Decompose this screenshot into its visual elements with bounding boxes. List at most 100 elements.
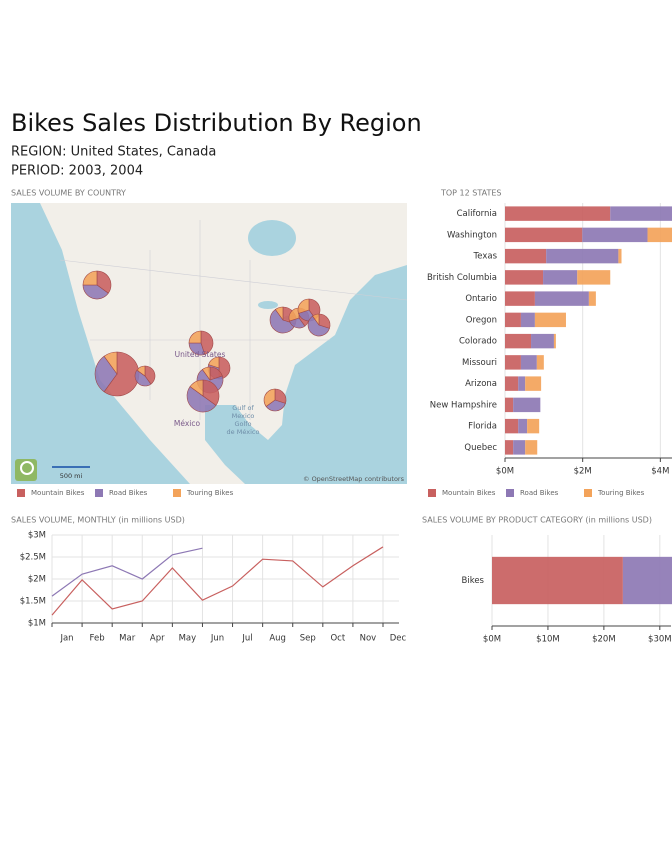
legend-swatch: [17, 489, 25, 497]
map-label: Mexico: [232, 412, 255, 420]
y-tick-label: British Columbia: [427, 273, 497, 283]
legend-label: Touring Bikes: [186, 489, 234, 497]
y-tick-label: Missouri: [462, 358, 497, 368]
bar-segment: [610, 206, 672, 221]
line-series: [51, 547, 203, 597]
legend-label: Touring Bikes: [597, 489, 645, 497]
bar-segment: [520, 312, 535, 328]
bar-segment: [513, 397, 541, 413]
bar-segment: [546, 248, 619, 264]
map-label: Gulf of: [232, 404, 254, 412]
period: PERIOD: 2003, 2004: [11, 164, 143, 179]
y-tick-label: Ontario: [465, 294, 497, 304]
y-tick-label: Arizona: [465, 379, 497, 389]
y-tick-label: $3M: [28, 531, 46, 541]
y-tick-label: Quebec: [464, 443, 497, 453]
legend-swatch: [173, 489, 181, 497]
line-series: [51, 546, 384, 616]
bar-segment: [492, 556, 623, 605]
pie-slice: [144, 365, 156, 385]
y-tick-label: Texas: [473, 252, 498, 262]
pie-slice: [136, 365, 146, 377]
bar-segment: [505, 291, 535, 306]
pie-slice: [269, 309, 296, 334]
bar-segment: [647, 227, 672, 243]
bar-segment: [577, 270, 611, 285]
x-tick-label: $0M: [496, 467, 514, 477]
bar-segment: [582, 227, 648, 243]
bar-segment: [505, 227, 583, 243]
legend-label: Mountain Bikes: [31, 489, 85, 497]
bar-segment: [505, 270, 544, 285]
x-tick-label: Jun: [210, 634, 224, 644]
y-tick-label: Oregon: [466, 315, 497, 325]
map-logo: [20, 461, 34, 475]
sales-bubbles: [82, 270, 331, 413]
map-label: Golfo: [234, 420, 251, 428]
legend-label: Road Bikes: [109, 489, 148, 497]
bar-segment: [525, 376, 542, 391]
bar-segment: [543, 270, 578, 285]
y-tick-label: $2M: [28, 575, 46, 585]
lake: [258, 301, 278, 309]
bar-segment: [531, 333, 554, 349]
pie-slice: [201, 366, 211, 381]
chart-title: SALES VOLUME, MONTHLY (in millions USD): [11, 516, 185, 525]
y-tick-label: Colorado: [459, 337, 497, 347]
bar-segment: [505, 440, 514, 455]
legend-label: Mountain Bikes: [442, 489, 496, 497]
hudson-bay: [248, 220, 296, 256]
map-label: México: [174, 419, 201, 428]
pie-slice: [188, 330, 202, 344]
map: United States México Gulf ofMexicoGolfod…: [11, 203, 407, 484]
pie-slice: [103, 351, 118, 375]
pie-slice: [307, 315, 330, 337]
x-tick-label: $10M: [536, 635, 560, 645]
y-tick-label: California: [457, 209, 497, 219]
legend-swatch: [584, 489, 592, 497]
y-tick-label: $1.5M: [20, 597, 46, 607]
region: REGION: United States, Canada: [11, 145, 216, 160]
bar-segment: [505, 418, 519, 434]
bar-segment: [505, 376, 519, 391]
pie-slice: [82, 284, 109, 300]
map-title: SALES VOLUME BY COUNTRY: [11, 189, 126, 198]
bar-segment: [505, 397, 514, 413]
pie-slice: [186, 386, 217, 413]
y-tick-label: $2.5M: [20, 553, 46, 563]
bar-segment: [518, 376, 526, 391]
x-tick-label: $2M: [574, 467, 592, 477]
x-tick-label: Aug: [269, 634, 286, 644]
x-tick-label: $0M: [483, 635, 501, 645]
bar-segment: [505, 355, 521, 370]
map-label: United States: [175, 350, 226, 359]
bar-segment: [518, 418, 528, 434]
x-tick-label: Nov: [360, 634, 377, 644]
bar-segment: [618, 248, 622, 264]
x-tick-label: Feb: [90, 634, 105, 644]
pie-slice: [297, 298, 310, 314]
x-tick-label: Mar: [119, 634, 136, 644]
y-tick-label: Washington: [447, 230, 497, 240]
bar-segment: [534, 312, 566, 328]
bar-segment: [505, 312, 521, 328]
bar-segment: [534, 291, 589, 306]
bar-segment: [588, 291, 596, 306]
bar-segment: [505, 333, 532, 349]
x-tick-label: Jan: [59, 634, 73, 644]
pie-slice: [189, 379, 204, 397]
pie-slice: [208, 356, 220, 369]
pie-slice: [263, 388, 276, 407]
bar-segment: [622, 556, 672, 605]
y-tick-label: Bikes: [462, 576, 485, 586]
map-label: de México: [227, 428, 260, 436]
page-title: Bikes Sales Distribution By Region: [11, 109, 422, 137]
legend-swatch: [95, 489, 103, 497]
pie-slice: [96, 270, 112, 294]
pie-slice: [274, 306, 284, 321]
bar-segment: [513, 440, 526, 455]
legend-swatch: [506, 489, 514, 497]
pie-slice: [134, 369, 152, 387]
